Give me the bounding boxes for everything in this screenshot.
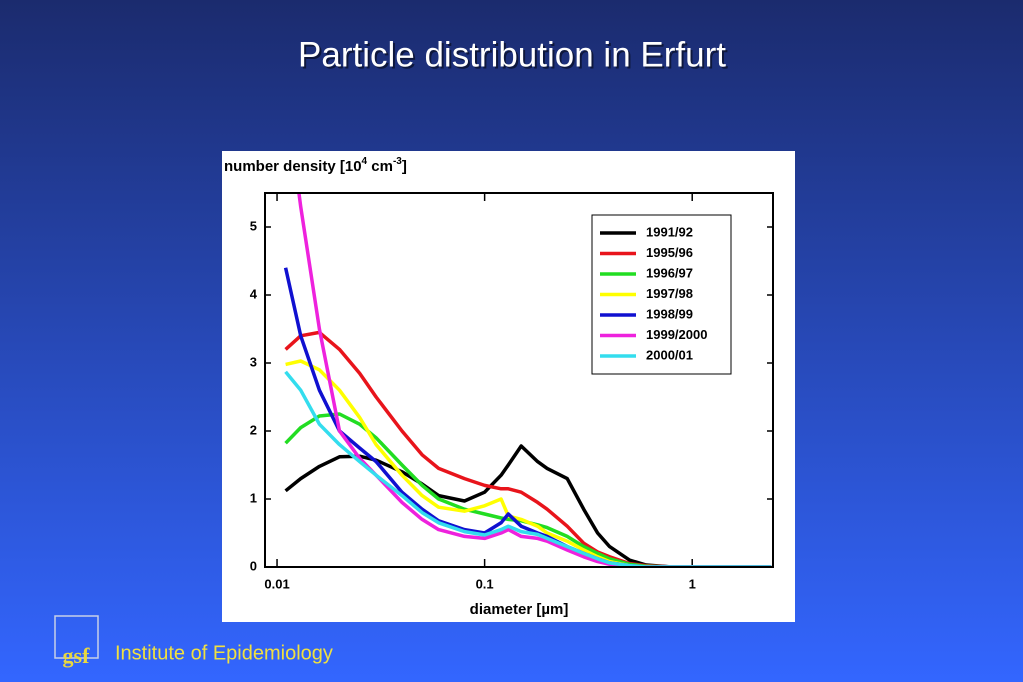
x-axis-label: diameter [µm] — [470, 601, 569, 618]
legend-label: 1996/97 — [646, 265, 693, 280]
legend-label: 1991/92 — [646, 224, 693, 239]
footer-text: Institute of Epidemiology — [115, 642, 333, 664]
logo-text: gsf — [63, 643, 91, 668]
y-tick-label: 2 — [250, 422, 257, 437]
y-label-part: number density [10 — [224, 158, 362, 175]
legend-label: 1995/96 — [646, 245, 693, 260]
x-tick-label: 0.1 — [476, 576, 494, 591]
legend-label: 1998/99 — [646, 306, 693, 321]
chart-title: Particle distribution in Erfurt — [298, 35, 726, 74]
y-tick-label: 5 — [250, 218, 257, 233]
legend-label: 2000/01 — [646, 347, 693, 362]
plot-frame — [264, 192, 774, 568]
logo-box — [54, 615, 99, 659]
y-label-sup: -3 — [393, 156, 402, 167]
y-label-part: ] — [402, 158, 407, 175]
y-tick-label: 1 — [250, 490, 257, 505]
y-label-sup: 4 — [362, 156, 368, 167]
legend-label: 1997/98 — [646, 286, 693, 301]
y-tick-label: 4 — [250, 286, 258, 301]
plot-area: 0 1 2 3 4 5 0.01 0.1 1 1991/92 1995/96 1996/97 1997/… — [250, 193, 773, 591]
y-axis-label: number density [104 cm-3] — [224, 156, 407, 175]
x-tick-label: 0.01 — [264, 576, 289, 591]
legend-label: 1999/2000 — [646, 327, 707, 342]
x-tick-label: 1 — [689, 576, 696, 591]
y-tick-label: 0 — [250, 558, 257, 573]
title-shadow: Particle distribution in Erfurt — [300, 37, 728, 76]
footer-logo: gsf — [54, 615, 99, 668]
y-tick-label: 3 — [250, 354, 257, 369]
y-label-part: cm — [367, 158, 393, 175]
